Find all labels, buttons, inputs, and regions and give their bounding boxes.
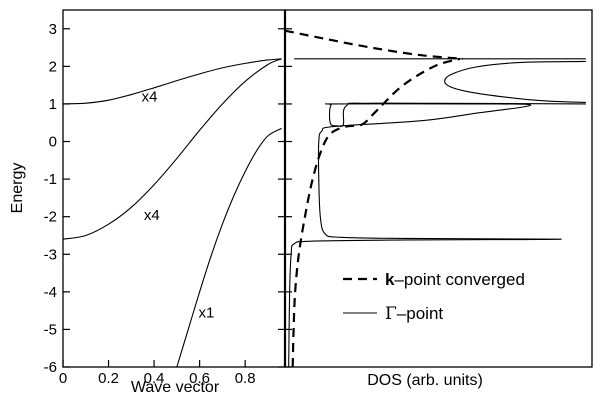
legend-label-k-suffix: –point converged bbox=[394, 270, 524, 289]
axis-tick-labels: -6 -5 -4 -3 -2 -1 0 1 2 3 0 0.2 0.4 0.6 0.8 bbox=[44, 21, 256, 387]
legend-label-gamma-suffix: –point bbox=[397, 304, 444, 323]
y-tick-label: -5 bbox=[44, 321, 57, 338]
y-tick-label: 2 bbox=[49, 58, 57, 75]
x-tick-label: 0.4 bbox=[144, 370, 165, 387]
x-tick-label: 0 bbox=[59, 370, 67, 387]
y-tick-label: -1 bbox=[44, 171, 57, 188]
dos-dashed-curve-4 bbox=[291, 57, 461, 368]
x-tick-label: 0.2 bbox=[98, 370, 119, 387]
x-axis-label-left: Wave vector bbox=[131, 379, 220, 396]
band-degeneracy-label-2: x4 bbox=[144, 207, 160, 224]
band-curve-2 bbox=[62, 58, 282, 240]
dos-solid-curve-2 bbox=[444, 60, 586, 103]
x-tick-label: 0.8 bbox=[235, 370, 256, 387]
y-tick-label: -4 bbox=[44, 284, 57, 301]
x-tick-label: 0.6 bbox=[189, 370, 210, 387]
y-tick-label: 0 bbox=[49, 134, 57, 151]
legend-label-gamma-point: Γ–point bbox=[385, 304, 443, 324]
legend-label-gamma-symbol: Γ bbox=[385, 304, 397, 324]
legend-label-k-point: k–point converged bbox=[385, 270, 525, 289]
band-degeneracy-label-1: x4 bbox=[142, 88, 158, 105]
dos-dashed-curve-5 bbox=[284, 29, 464, 60]
left-panel-frame bbox=[62, 9, 286, 368]
x-axis-label-right: DOS (arb. units) bbox=[367, 372, 483, 389]
y-tick-label: -2 bbox=[44, 209, 57, 226]
band-degeneracy-label-3: x1 bbox=[199, 305, 215, 322]
y-tick-label: 1 bbox=[49, 96, 57, 113]
axis-ticks bbox=[62, 28, 292, 368]
dos-solid-curve-1 bbox=[288, 102, 586, 368]
y-tick-label: -6 bbox=[44, 359, 57, 376]
y-tick-label: -3 bbox=[44, 246, 57, 263]
band-curve-1 bbox=[62, 58, 282, 105]
y-tick-label: 3 bbox=[49, 21, 57, 38]
band-annotations: x4 x4 x1 bbox=[142, 88, 215, 321]
legend: k–point converged Γ–point bbox=[343, 270, 525, 324]
legend-label-k-bold: k bbox=[385, 270, 395, 289]
y-axis-label: Energy bbox=[9, 163, 26, 214]
left-panel-curves bbox=[62, 58, 282, 368]
band-curve-3 bbox=[176, 127, 282, 368]
right-panel-curves bbox=[284, 29, 586, 368]
